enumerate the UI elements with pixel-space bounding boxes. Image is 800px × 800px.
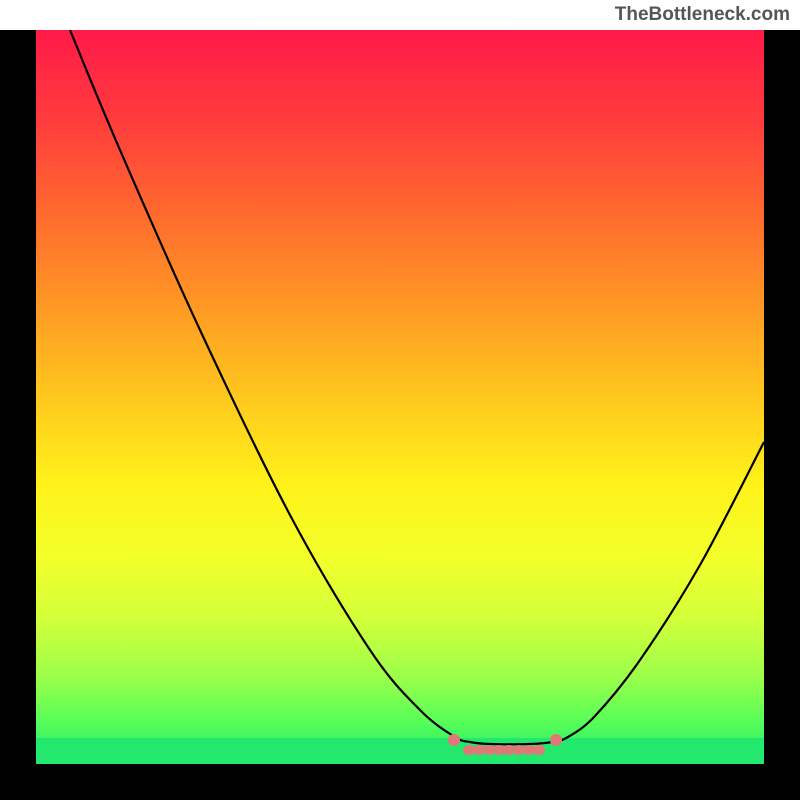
border-right <box>764 30 800 800</box>
border-bottom <box>0 764 800 800</box>
border-left <box>0 30 36 800</box>
bottom-green-strip <box>36 738 764 764</box>
plot-area <box>36 30 764 764</box>
chart-frame: TheBottleneck.com <box>0 0 800 800</box>
gradient-background <box>36 30 764 764</box>
credit-text: TheBottleneck.com <box>615 4 790 26</box>
